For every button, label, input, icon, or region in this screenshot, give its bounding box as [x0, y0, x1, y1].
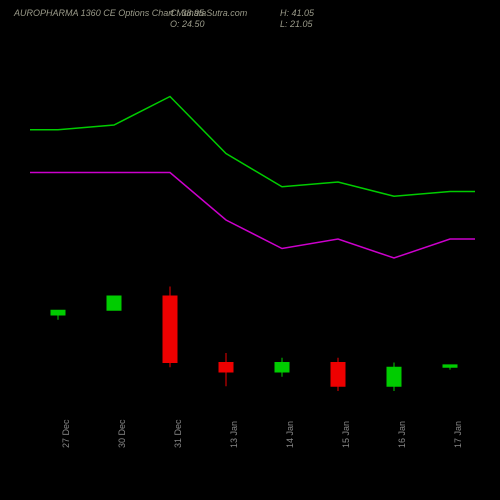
chart-area: 27 Dec30 Dec31 Dec13 Jan14 Jan15 Jan16 J…	[30, 30, 475, 435]
high-value: H: 41.05	[280, 8, 314, 18]
open-value: O: 24.50	[170, 19, 205, 29]
chart-svg	[30, 30, 475, 435]
low-value: L: 21.05	[280, 19, 313, 29]
chart-title: AUROPHARMA 1360 CE Options Chart MunafaS…	[14, 8, 247, 18]
close-value: C: 38.95	[170, 8, 204, 18]
